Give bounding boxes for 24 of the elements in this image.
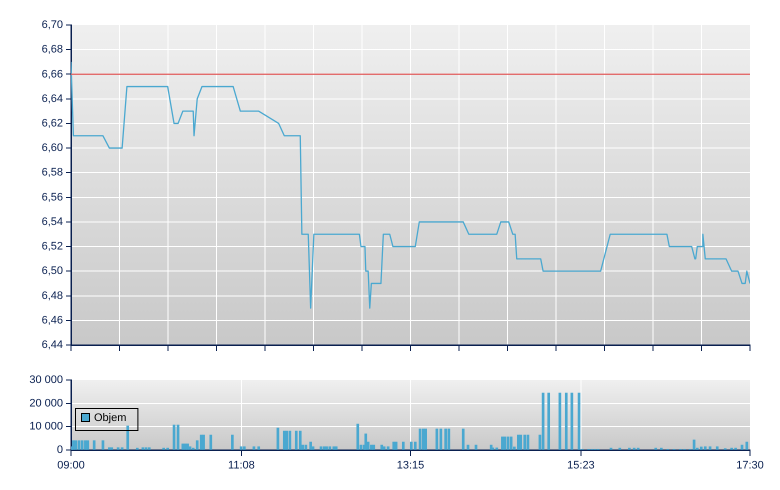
- x-tick-label: 17:30: [736, 460, 764, 472]
- y-tick-label: 20 000: [29, 397, 63, 410]
- y-tick-label: 6,50: [42, 265, 63, 278]
- legend-label: Objem: [94, 412, 126, 424]
- y-tick-label: 6,46: [42, 314, 63, 326]
- y-tick-label: 6,60: [42, 142, 63, 154]
- x-tick-label: 11:08: [228, 460, 255, 472]
- x-tick-label: 09:00: [57, 460, 85, 472]
- y-tick-label: 6,44: [42, 339, 63, 352]
- y-tick-label: 6,48: [42, 290, 63, 302]
- x-tick-label: 13:15: [396, 460, 424, 472]
- y-tick-label: 6,52: [42, 240, 63, 253]
- y-tick-label: 30 000: [29, 374, 63, 386]
- y-tick-label: 6,64: [42, 92, 63, 105]
- y-tick-label: 6,68: [42, 44, 63, 56]
- y-tick-label: 6,66: [42, 68, 63, 80]
- y-tick-label: 6,62: [42, 117, 63, 130]
- y-tick-label: 10 000: [29, 420, 63, 433]
- y-tick-label: 6,54: [42, 216, 63, 228]
- y-tick-label: 0: [56, 444, 63, 456]
- y-tick-label: 6,70: [42, 19, 63, 32]
- y-tick-label: 6,58: [42, 166, 63, 179]
- x-tick-label: 15:23: [567, 460, 595, 472]
- y-tick-label: 6,56: [42, 191, 63, 204]
